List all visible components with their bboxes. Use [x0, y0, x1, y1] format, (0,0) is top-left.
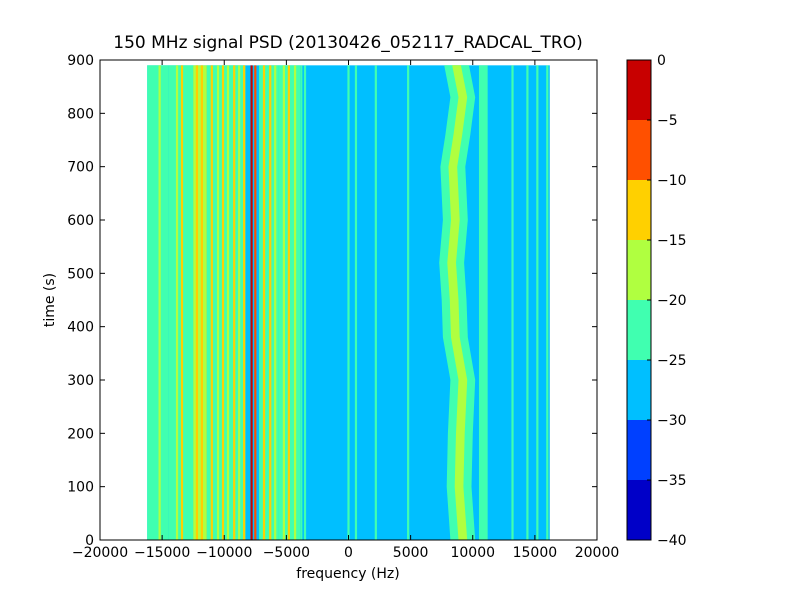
y-tick-label: 600	[67, 213, 94, 229]
y-axis: 0 100 200 300 400 500 600 700 800 900	[67, 53, 597, 549]
psd-band	[147, 65, 169, 540]
colorbar-swatch	[627, 420, 651, 480]
colorbar-tick-label: −5	[657, 113, 678, 129]
y-tick-label: 0	[85, 533, 94, 549]
colorbar-swatch	[627, 180, 651, 240]
y-tick-label: 700	[67, 160, 94, 176]
colorbar-swatch	[627, 480, 651, 540]
colorbar: −40 −35 −30 −25 −20 −15 −10 −5 0	[626, 53, 687, 549]
colorbar-tick-label: −40	[657, 533, 687, 549]
colorbar-tick-label: −20	[657, 293, 687, 309]
x-tick-label: 15000	[513, 545, 558, 561]
x-tick-label: 20000	[575, 545, 620, 561]
y-tick-label: 200	[67, 426, 94, 442]
x-tick-label: −15000	[134, 545, 190, 561]
y-axis-title: time (s)	[42, 273, 58, 327]
x-axis: −20000 −15000 −10000 −5000 0 5000 10000 15000 20…	[72, 60, 619, 561]
psd-band	[168, 65, 194, 540]
x-tick-label: 10000	[450, 545, 495, 561]
x-tick-label: 0	[344, 545, 353, 561]
colorbar-tick-label: −10	[657, 173, 687, 189]
y-tick-label: 400	[67, 320, 94, 336]
y-tick-label: 300	[67, 373, 94, 389]
psd-band	[193, 65, 207, 540]
y-tick-label: 500	[67, 266, 94, 282]
colorbar-tick-label: −35	[657, 473, 687, 489]
colorbar-tick-label: −25	[657, 353, 687, 369]
x-tick-label: −20000	[72, 545, 128, 561]
colorbar-swatch	[627, 360, 651, 420]
colorbar-tick-label: −15	[657, 233, 687, 249]
colorbar-swatch	[627, 240, 651, 300]
y-tick-label: 800	[67, 106, 94, 122]
psd-drift-band-core	[447, 65, 468, 540]
psd-side-band	[478, 65, 488, 540]
colorbar-swatch	[627, 120, 651, 180]
x-axis-title: frequency (Hz)	[296, 566, 399, 582]
chart-title: 150 MHz signal PSD (20130426_052117_RADC…	[113, 33, 582, 53]
colorbar-swatch	[627, 60, 651, 120]
x-tick-label: −5000	[263, 545, 310, 561]
psd-heatmap	[147, 65, 550, 540]
y-tick-label: 100	[67, 480, 94, 496]
y-tick-label: 900	[67, 53, 94, 69]
colorbar-swatch	[627, 300, 651, 360]
x-tick-label: 5000	[393, 545, 429, 561]
colorbar-tick-label: −30	[657, 413, 687, 429]
x-tick-label: −10000	[196, 545, 252, 561]
colorbar-tick-label: 0	[657, 53, 666, 69]
